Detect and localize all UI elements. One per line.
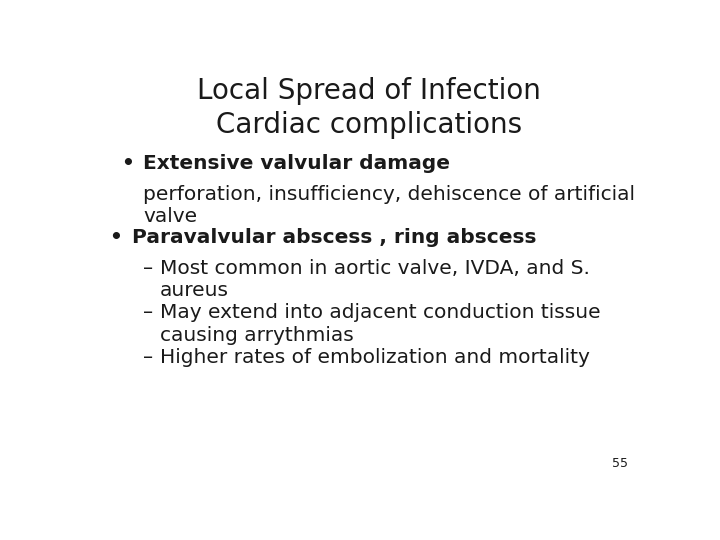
Text: –: –	[143, 303, 153, 322]
Text: May extend into adjacent conduction tissue
causing arrythmias: May extend into adjacent conduction tiss…	[160, 303, 600, 345]
Text: perforation, insufficiency, dehiscence of artificial
valve: perforation, insufficiency, dehiscence o…	[143, 185, 635, 226]
Text: Most common in aortic valve, IVDA, and S.
aureus: Most common in aortic valve, IVDA, and S…	[160, 259, 590, 300]
Text: •: •	[109, 228, 122, 247]
Text: Local Spread of Infection
Cardiac complications: Local Spread of Infection Cardiac compli…	[197, 77, 541, 139]
Text: •: •	[121, 154, 134, 173]
Text: –: –	[143, 348, 153, 367]
Text: Higher rates of embolization and mortality: Higher rates of embolization and mortali…	[160, 348, 590, 367]
Text: Paravalvular abscess , ring abscess: Paravalvular abscess , ring abscess	[132, 228, 536, 247]
Text: Extensive valvular damage: Extensive valvular damage	[143, 154, 450, 173]
Text: 55: 55	[613, 457, 629, 470]
Text: –: –	[143, 259, 153, 278]
